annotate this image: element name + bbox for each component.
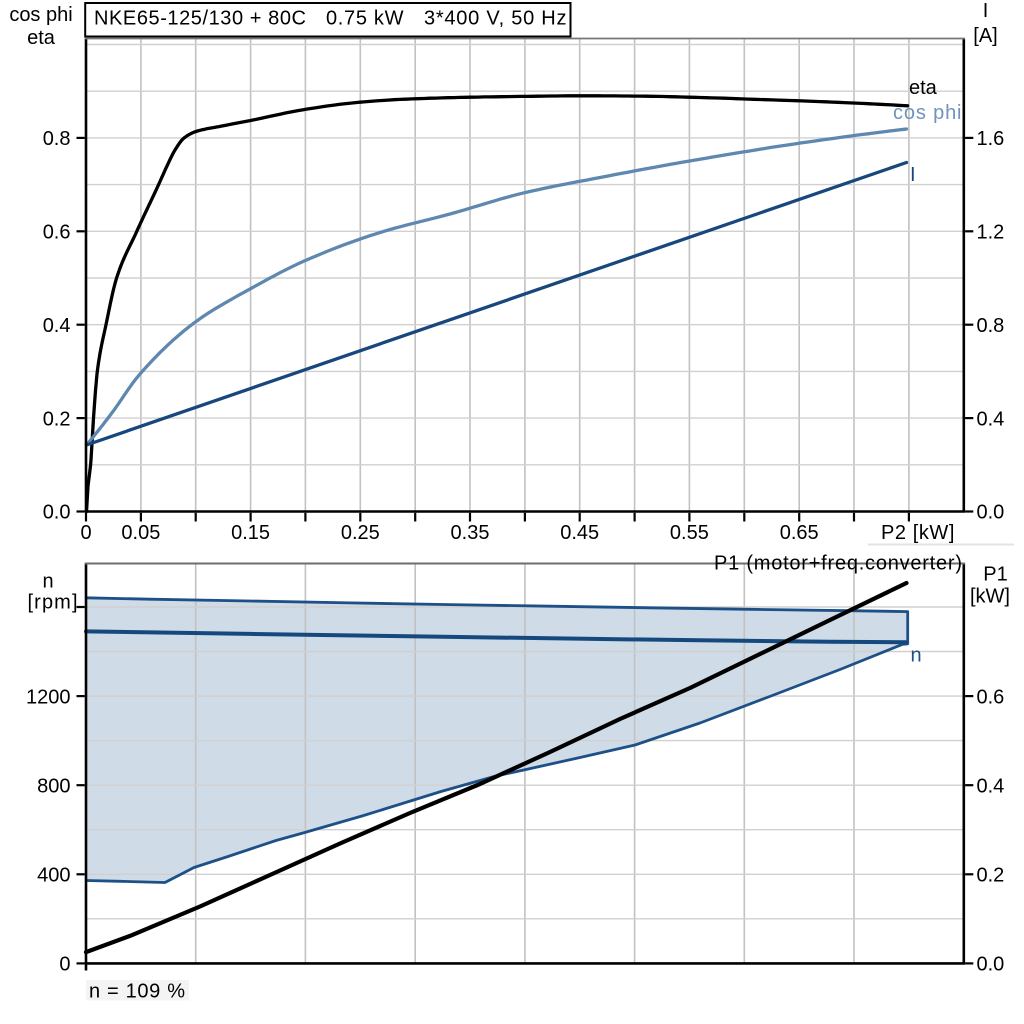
svg-text:0.55: 0.55 xyxy=(670,522,709,544)
svg-text:[kW]: [kW] xyxy=(970,586,1010,608)
svg-text:0.8: 0.8 xyxy=(43,128,71,150)
svg-text:eta: eta xyxy=(27,27,56,49)
svg-text:0.0: 0.0 xyxy=(977,502,1005,524)
svg-text:n: n xyxy=(911,644,922,666)
svg-text:0.65: 0.65 xyxy=(780,522,819,544)
svg-text:cos phi: cos phi xyxy=(9,4,72,26)
svg-text:NKE65-125/130 + 80C: NKE65-125/130 + 80C xyxy=(94,8,306,30)
svg-text:n = 109 %: n = 109 % xyxy=(89,980,185,1002)
svg-text:1.6: 1.6 xyxy=(977,128,1005,150)
svg-text:400: 400 xyxy=(37,865,70,887)
svg-text:1200: 1200 xyxy=(26,686,71,708)
svg-text:0: 0 xyxy=(59,954,70,976)
svg-text:0.2: 0.2 xyxy=(43,408,71,430)
svg-text:0.6: 0.6 xyxy=(977,686,1005,708)
svg-text:I: I xyxy=(983,0,989,22)
svg-text:1.2: 1.2 xyxy=(977,222,1005,244)
svg-text:0.4: 0.4 xyxy=(977,408,1005,430)
svg-text:3*400 V, 50 Hz: 3*400 V, 50 Hz xyxy=(424,8,567,30)
svg-text:0: 0 xyxy=(80,522,91,544)
svg-text:0.45: 0.45 xyxy=(560,522,599,544)
svg-text:0.75 kW: 0.75 kW xyxy=(326,8,404,30)
svg-text:0.4: 0.4 xyxy=(977,776,1005,798)
svg-text:0.2: 0.2 xyxy=(977,865,1005,887)
svg-text:0.35: 0.35 xyxy=(451,522,490,544)
svg-text:0.05: 0.05 xyxy=(121,522,160,544)
svg-text:P1 (motor+freq.converter): P1 (motor+freq.converter) xyxy=(714,553,962,575)
svg-text:800: 800 xyxy=(37,776,70,798)
svg-text:[rpm]: [rpm] xyxy=(28,592,78,614)
svg-text:eta: eta xyxy=(909,77,938,99)
svg-text:0.8: 0.8 xyxy=(977,315,1005,337)
svg-text:0.4: 0.4 xyxy=(43,315,71,337)
svg-text:0.15: 0.15 xyxy=(231,522,270,544)
svg-text:0.6: 0.6 xyxy=(43,222,71,244)
svg-text:P1: P1 xyxy=(983,564,1007,586)
svg-text:I: I xyxy=(910,164,916,186)
svg-text:0.25: 0.25 xyxy=(341,522,380,544)
svg-text:cos phi: cos phi xyxy=(893,102,962,124)
svg-text:0.0: 0.0 xyxy=(977,954,1005,976)
svg-text:[A]: [A] xyxy=(973,25,997,47)
svg-text:P2 [kW]: P2 [kW] xyxy=(881,522,955,544)
svg-text:0.0: 0.0 xyxy=(43,502,71,524)
svg-text:n: n xyxy=(42,571,53,593)
